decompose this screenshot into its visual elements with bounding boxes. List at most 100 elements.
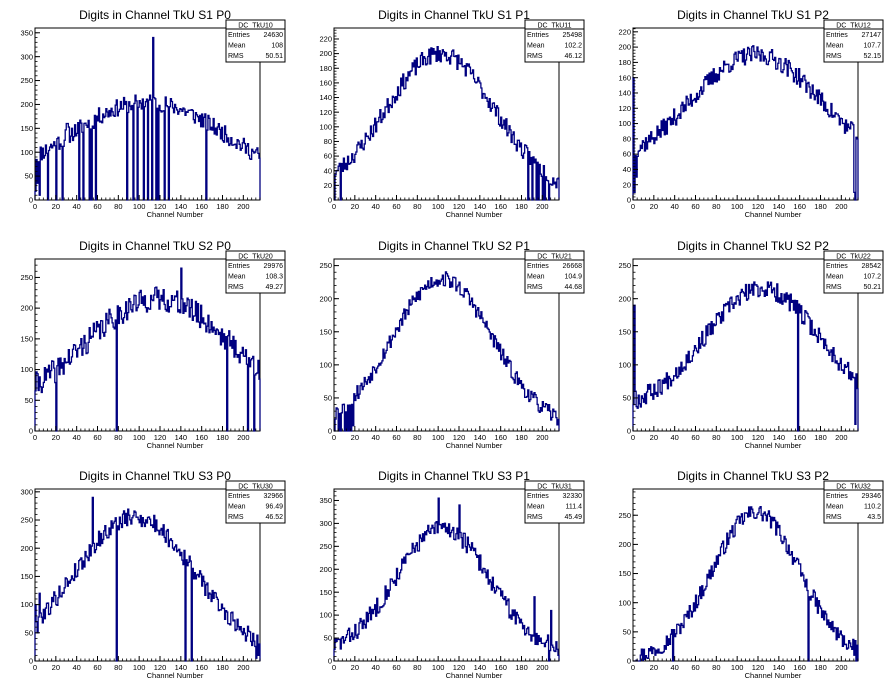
x-tick-label: 120 <box>752 202 765 211</box>
stats-value: 108.3 <box>265 274 283 281</box>
y-tick-label: 100 <box>319 611 332 620</box>
y-tick-label: 350 <box>20 28 33 37</box>
x-tick-label: 160 <box>195 202 208 211</box>
stats-value: 32330 <box>563 493 583 500</box>
x-tick-label: 100 <box>432 202 445 211</box>
x-tick-label: 40 <box>371 433 379 442</box>
y-tick-label: 300 <box>319 519 332 528</box>
x-tick-label: 60 <box>93 202 101 211</box>
x-tick-label: 180 <box>814 663 827 672</box>
y-tick-label: 100 <box>319 360 332 369</box>
x-axis-label: Channel Number <box>745 210 802 219</box>
stats-box <box>524 19 585 63</box>
y-tick-label: 50 <box>623 627 631 636</box>
y-tick-label: 0 <box>29 196 33 205</box>
x-tick-label: 80 <box>413 433 421 442</box>
x-tick-label: 0 <box>631 433 635 442</box>
x-tick-label: 100 <box>731 663 744 672</box>
stats-value: 108 <box>271 43 283 50</box>
x-tick-label: 60 <box>392 433 400 442</box>
y-tick-label: 200 <box>319 49 332 58</box>
stats-value: 29976 <box>264 263 284 270</box>
y-tick-label: 150 <box>20 572 33 581</box>
x-tick-label: 20 <box>351 663 359 672</box>
x-tick-label: 0 <box>33 202 37 211</box>
x-tick-label: 60 <box>691 433 699 442</box>
y-tick-label: 160 <box>618 73 631 82</box>
y-tick-label: 220 <box>618 27 631 36</box>
y-tick-label: 0 <box>29 657 33 666</box>
x-tick-label: 120 <box>752 663 765 672</box>
stats-label: Mean <box>826 43 844 50</box>
x-tick-label: 180 <box>515 433 528 442</box>
x-tick-label: 40 <box>670 433 678 442</box>
stats-label: Mean <box>527 43 545 50</box>
x-tick-label: 200 <box>237 663 250 672</box>
x-tick-label: 200 <box>536 433 549 442</box>
x-tick-label: 80 <box>114 433 122 442</box>
y-tick-label: 0 <box>328 427 332 436</box>
y-tick-label: 100 <box>618 598 631 607</box>
y-tick-label: 0 <box>627 196 631 205</box>
x-tick-label: 120 <box>752 433 765 442</box>
x-tick-label: 40 <box>371 663 379 672</box>
chart-title: Digits in Channel TkU S2 P1 <box>378 239 530 253</box>
chart-title: Digits in Channel TkU S3 P1 <box>378 469 530 483</box>
chart-title: Digits in Channel TkU S2 P0 <box>79 239 231 253</box>
y-tick-label: 150 <box>618 327 631 336</box>
stats-value: 49.27 <box>265 284 283 291</box>
histogram-panel-3: Digits in Channel TkU S2 P0 0 20 40 60 80 100 1… <box>20 239 286 450</box>
histogram-panel-1: Digits in Channel TkU S1 P1 0 20 40 60 80 100 1… <box>319 8 585 219</box>
x-tick-label: 40 <box>371 202 379 211</box>
x-tick-label: 200 <box>536 202 549 211</box>
x-tick-label: 60 <box>392 663 400 672</box>
stats-label: Entries <box>826 263 848 270</box>
stats-value: 111.4 <box>566 504 583 511</box>
y-tick-label: 150 <box>20 124 33 133</box>
stats-value: 50.21 <box>863 284 881 291</box>
stats-value: 96.49 <box>265 504 283 511</box>
x-tick-label: 80 <box>413 202 421 211</box>
chart-title: Digits in Channel TkU S2 P2 <box>677 239 829 253</box>
x-tick-label: 160 <box>195 663 208 672</box>
stats-value: 46.52 <box>265 514 283 521</box>
x-tick-label: 0 <box>332 202 336 211</box>
x-axis-label: Channel Number <box>446 441 503 450</box>
y-tick-label: 300 <box>20 487 33 496</box>
y-tick-label: 60 <box>324 152 332 161</box>
y-tick-label: 140 <box>319 93 332 102</box>
stats-label: Mean <box>228 504 246 511</box>
x-tick-label: 140 <box>175 202 188 211</box>
histogram-panel-2: Digits in Channel TkU S1 P2 0 20 40 60 80 100 1… <box>618 8 884 219</box>
x-axis-label: Channel Number <box>745 671 802 680</box>
y-tick-label: 250 <box>618 261 631 270</box>
x-tick-label: 140 <box>773 663 786 672</box>
stats-label: Entries <box>826 32 848 39</box>
x-tick-label: 140 <box>773 433 786 442</box>
x-tick-label: 80 <box>712 433 720 442</box>
stats-label: Entries <box>826 493 848 500</box>
stats-box <box>823 480 884 524</box>
x-tick-label: 40 <box>670 663 678 672</box>
x-tick-label: 80 <box>712 202 720 211</box>
y-tick-label: 200 <box>319 565 332 574</box>
x-axis-label: Channel Number <box>147 210 204 219</box>
x-tick-label: 0 <box>33 663 37 672</box>
stats-label: Mean <box>826 504 844 511</box>
x-axis-label: Channel Number <box>446 671 503 680</box>
histogram-panel-4: Digits in Channel TkU S2 P1 0 20 40 60 80 100 1… <box>319 239 585 450</box>
y-tick-label: 160 <box>319 78 332 87</box>
x-tick-label: 80 <box>712 663 720 672</box>
stats-label: RMS <box>826 284 842 291</box>
stats-value: 29346 <box>862 493 882 500</box>
histogram-series <box>334 46 560 201</box>
stats-box <box>524 480 585 524</box>
y-tick-label: 0 <box>328 196 332 205</box>
x-tick-label: 140 <box>175 663 188 672</box>
y-tick-label: 250 <box>20 76 33 85</box>
x-tick-label: 160 <box>793 433 806 442</box>
chart-title: Digits in Channel TkU S1 P1 <box>378 8 530 22</box>
y-tick-label: 180 <box>618 58 631 67</box>
stats-value: 44.68 <box>564 284 582 291</box>
y-tick-label: 50 <box>324 394 332 403</box>
